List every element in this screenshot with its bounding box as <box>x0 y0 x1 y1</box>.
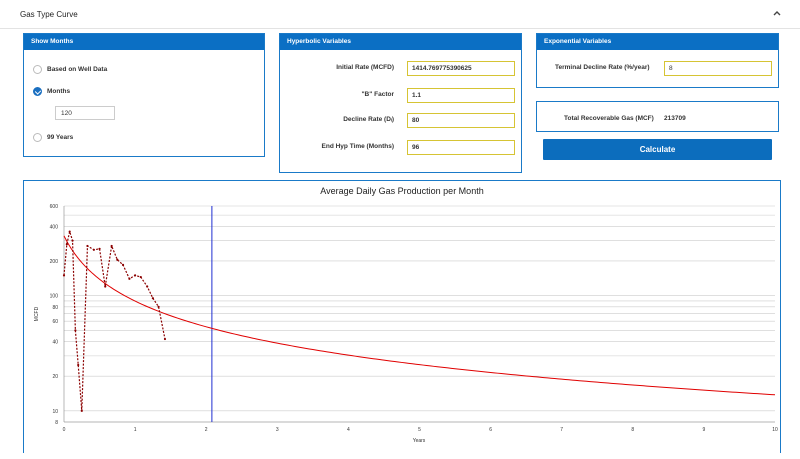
well-data-point <box>134 274 137 277</box>
hyperbolic-title: Hyperbolic Variables <box>280 34 521 50</box>
y-tick-label: 400 <box>50 224 59 230</box>
type-curve-line <box>63 235 776 396</box>
well-data-point <box>139 275 142 279</box>
radio-icon[interactable] <box>33 133 42 142</box>
y-tick-label: 10 <box>52 409 58 415</box>
well-data-point <box>92 248 95 251</box>
y-tick-label: 80 <box>52 305 58 311</box>
x-tick-label: 9 <box>703 427 706 433</box>
well-data-point <box>157 305 160 308</box>
well-data-point <box>121 263 125 266</box>
decline-rate-label: Decline Rate (Dᵢ) <box>343 116 394 123</box>
y-axis-label: MCFD <box>34 306 40 321</box>
initial-rate-label: Initial Rate (MCFD) <box>336 64 394 71</box>
well-data-point <box>163 337 167 341</box>
radio-label: Months <box>47 88 71 95</box>
radio-icon[interactable] <box>33 65 42 74</box>
end-hyp-time-label: End Hyp Time (Months) <box>321 143 394 150</box>
well-data-point <box>65 243 68 246</box>
radio-checked-icon[interactable] <box>33 87 42 96</box>
chevron-up-icon[interactable] <box>772 8 782 18</box>
well-data-point <box>86 244 89 248</box>
radio-99-years[interactable]: 99 Years <box>33 133 73 142</box>
decline-rate-input[interactable]: 80 <box>407 113 515 128</box>
x-tick-label: 8 <box>631 427 634 433</box>
well-data-point <box>116 258 119 261</box>
x-tick-label: 6 <box>489 427 492 433</box>
calculate-button[interactable]: Calculate <box>543 139 772 160</box>
y-tick-label: 100 <box>50 294 59 300</box>
trg-value: 213709 <box>664 115 686 122</box>
x-tick-label: 4 <box>347 427 350 433</box>
b-factor-label: "B" Factor <box>361 91 394 98</box>
well-data-point <box>77 363 80 367</box>
y-tick-label: 200 <box>50 259 59 265</box>
x-tick-label: 7 <box>560 427 563 433</box>
show-months-title: Show Months <box>24 34 264 50</box>
initial-rate-input[interactable]: 1414.769775390625 <box>407 61 515 76</box>
x-tick-label: 3 <box>276 427 279 433</box>
months-input[interactable]: 120 <box>55 106 115 120</box>
terminal-decline-input[interactable]: 8 <box>664 61 772 76</box>
y-tick-label: 600 <box>50 204 59 210</box>
y-tick-label: 40 <box>52 339 58 345</box>
x-tick-label: 0 <box>63 427 66 433</box>
well-data-point <box>128 277 131 280</box>
radio-well-data[interactable]: Based on Well Data <box>33 65 107 74</box>
b-factor-input[interactable]: 1.1 <box>407 88 515 103</box>
well-data-line <box>63 229 166 411</box>
x-tick-label: 2 <box>205 427 208 433</box>
end-hyp-time-input[interactable]: 96 <box>407 140 515 155</box>
well-data-point <box>71 239 74 242</box>
chart-panel: Average Daily Gas Production per Month 8 1… <box>23 180 781 453</box>
well-data-point <box>151 297 154 300</box>
x-tick-label: 10 <box>772 427 778 433</box>
radio-label: 99 Years <box>47 134 74 141</box>
show-months-panel: Show Months Based on Well Data Months 12… <box>23 33 265 157</box>
hyperbolic-panel: Hyperbolic Variables Initial Rate (MCFD)… <box>279 33 522 173</box>
y-tick-label: 8 <box>55 420 58 426</box>
terminal-decline-label: Terminal Decline Rate (%/year) <box>555 64 650 71</box>
exponential-panel: Exponential Variables Terminal Decline R… <box>536 33 779 88</box>
well-data-point <box>110 244 113 248</box>
trg-label: Total Recoverable Gas (MCF) <box>564 115 654 122</box>
y-tick-label: 60 <box>52 319 58 325</box>
radio-months[interactable]: Months <box>33 87 70 96</box>
well-data-point <box>98 247 101 250</box>
radio-label: Based on Well Data <box>47 66 108 73</box>
trg-panel: Total Recoverable Gas (MCF) 213709 <box>536 101 779 132</box>
y-tick-label: 20 <box>52 374 58 380</box>
well-data-point <box>80 409 83 412</box>
well-data-point <box>62 274 66 277</box>
well-data-point <box>146 285 149 288</box>
chart-title: Average Daily Gas Production per Month <box>320 186 483 196</box>
section-header: Gas Type Curve <box>0 0 800 29</box>
well-data-point <box>104 285 107 288</box>
section-title: Gas Type Curve <box>20 10 78 19</box>
x-tick-label: 5 <box>418 427 421 433</box>
production-chart: Average Daily Gas Production per Month 8 1… <box>34 186 778 444</box>
x-axis-label: Years <box>413 438 426 444</box>
exponential-title: Exponential Variables <box>537 34 778 50</box>
x-tick-label: 1 <box>134 427 137 433</box>
well-data-point <box>68 230 71 233</box>
well-data-point <box>74 329 77 332</box>
